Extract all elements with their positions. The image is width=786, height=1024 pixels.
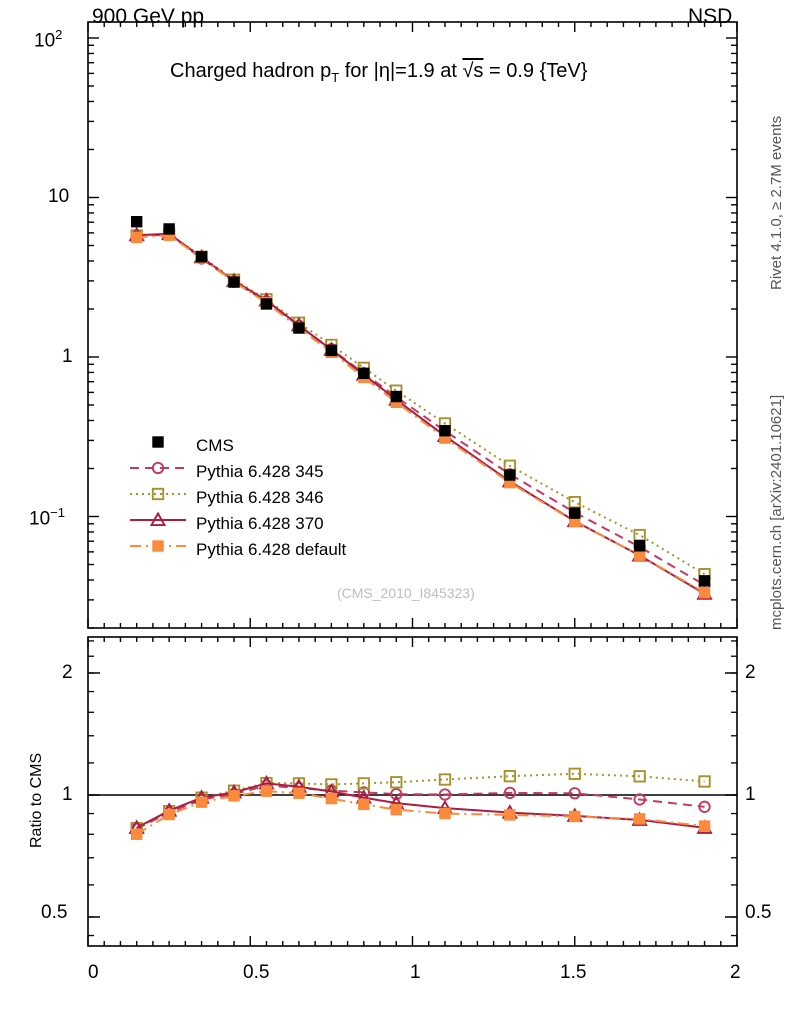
ratio-line-pythia-6-428-345: [136, 784, 705, 830]
main-point-cms: [698, 575, 711, 587]
title-part-a: Charged hadron p: [170, 60, 332, 82]
main-line-pythia-6-428-370: [136, 232, 706, 595]
ratio-point-pythia-6-428-default: [358, 798, 370, 811]
main-point-cms: [163, 223, 175, 235]
main-point-cms: [569, 507, 581, 519]
ratio-point-pythia-6-428-default: [504, 809, 516, 821]
title-subscript: T: [331, 70, 340, 85]
main-point-cms: [633, 540, 646, 552]
ytick-ratio-right-0: 2: [745, 662, 756, 683]
legend-label-pdefault: Pythia 6.428 default: [196, 540, 347, 559]
ratio-point-pythia-6-428-default: [163, 808, 175, 821]
xtick-3: 1.5: [560, 962, 587, 983]
ratio-point-pythia-6-428-346: [390, 776, 403, 789]
ratio-line-pythia-6-428-default: [136, 790, 705, 836]
ratio-point-pythia-6-428-346: [503, 770, 516, 783]
ytick-main-0: 102: [34, 27, 63, 52]
ytick-main-2: 1: [62, 346, 73, 367]
main-point-pythia-6-428-default: [633, 549, 646, 561]
ratio-point-pythia-6-428-default: [130, 828, 143, 840]
main-point-pythia-6-428-default: [698, 586, 711, 599]
legend-label-p370: Pythia 6.428 370: [196, 514, 324, 533]
main-line-pythia-6-428-346: [136, 232, 706, 576]
main-point-cms: [260, 298, 273, 310]
main-point-cms: [358, 367, 370, 380]
main-line-pythia-6-428-345: [136, 233, 706, 586]
main-point-cms: [293, 322, 305, 334]
ratio-point-pythia-6-428-345: [390, 787, 403, 801]
ratio-point-pythia-6-428-346: [357, 777, 370, 790]
legend-marker-4: [152, 540, 164, 552]
ytick-ratio-left-1: 1: [62, 784, 73, 805]
ratio-point-pythia-6-428-default: [293, 787, 305, 799]
legend-marker-1: [151, 461, 165, 475]
legend-marker-0: [152, 436, 164, 448]
ratio-point-pythia-6-428-default: [390, 803, 402, 816]
ratio-point-pythia-6-428-345: [633, 793, 646, 806]
main-point-pythia-6-428-346: [568, 496, 581, 509]
main-point-cms: [325, 344, 338, 357]
ratio-panel-frame: [87, 636, 738, 947]
ratio-point-pythia-6-428-default: [325, 792, 338, 805]
legend-marker-2: [151, 487, 165, 501]
ytick-ratio-right-1: 1: [745, 784, 756, 805]
ratio-line-pythia-6-428-346: [136, 772, 705, 830]
main-point-cms: [228, 276, 240, 288]
legend-label-cms: CMS: [196, 436, 234, 455]
xtick-1: 0.5: [243, 962, 270, 983]
main-point-cms: [195, 251, 208, 263]
ratio-point-pythia-6-428-default: [228, 790, 240, 802]
xtick-4: 2: [730, 962, 741, 983]
ratio-point-pythia-6-428-345: [568, 787, 581, 800]
ratio-point-pythia-6-428-346: [438, 773, 452, 786]
ratio-point-pythia-6-428-346: [633, 770, 646, 783]
main-point-cms: [130, 216, 143, 228]
legend-label-p346: Pythia 6.428 346: [196, 488, 324, 507]
plot-title: Charged hadron pT for |η|=1.9 at √s = 0.…: [170, 60, 587, 85]
ratio-point-pythia-6-428-default: [698, 820, 711, 832]
main-point-cms: [439, 425, 451, 437]
title-part-c: = 0.9 {TeV}: [483, 60, 588, 82]
main-point-cms: [504, 469, 516, 481]
ytick-ratio-right-2: 0.5: [745, 902, 772, 923]
main-panel-frame: [87, 21, 738, 629]
title-sqrt-s: √s: [462, 60, 484, 82]
ratio-point-pythia-6-428-345: [438, 788, 452, 801]
xtick-2: 1: [410, 962, 421, 983]
main-point-pythia-6-428-default: [130, 231, 143, 244]
ratio-point-pythia-6-428-345: [698, 800, 711, 813]
ratio-line-pythia-6-428-370: [136, 782, 705, 829]
ratio-point-pythia-6-428-default: [260, 785, 273, 797]
ytick-main-3: 10−1: [29, 505, 65, 530]
main-point-pythia-6-428-346: [633, 528, 646, 542]
legend-label-p345: Pythia 6.428 345: [196, 462, 324, 481]
ratio-point-pythia-6-428-346: [568, 767, 581, 780]
ratio-point-pythia-6-428-346: [325, 778, 338, 791]
ratio-point-pythia-6-428-default: [439, 807, 451, 820]
ratio-point-pythia-6-428-default: [633, 813, 646, 825]
ytick-ratio-left-2: 0.5: [41, 902, 68, 923]
title-part-b: for |η|=1.9 at: [339, 60, 463, 82]
legend-marker-3: [149, 511, 167, 527]
main-line-pythia-6-428-default: [136, 234, 706, 594]
ytick-main-1: 10: [48, 186, 70, 207]
sqrt-glyph: √: [462, 60, 474, 82]
ratio-point-pythia-6-428-346: [698, 775, 711, 788]
ratio-point-pythia-6-428-default: [195, 796, 208, 808]
ratio-point-pythia-6-428-default: [569, 810, 581, 823]
main-point-cms: [390, 390, 402, 403]
ratio-point-pythia-6-428-345: [503, 786, 516, 800]
analysis-watermark: (CMS_2010_I845323): [337, 585, 475, 601]
xtick-0: 0: [88, 962, 99, 983]
ytick-ratio-left-0: 2: [62, 662, 73, 683]
